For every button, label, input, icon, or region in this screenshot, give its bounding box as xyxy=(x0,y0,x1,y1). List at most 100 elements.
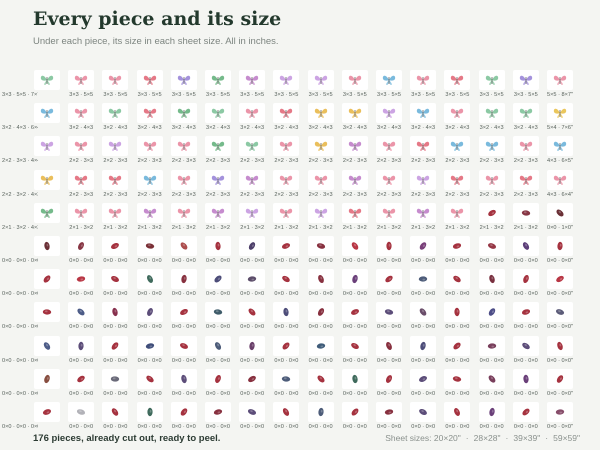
piece-size-label: 0×0 · 1×0" xyxy=(547,224,573,231)
butterfly-icon xyxy=(280,108,293,119)
piece-size-label: 0×0 · 0×0 xyxy=(274,390,299,397)
piece-thumbnail xyxy=(136,202,163,223)
piece-size-label: 2×2 · 3×3 xyxy=(342,191,367,198)
piece-size-label: 3×2 · 4×3 xyxy=(377,125,401,132)
sticker-shape-icon xyxy=(44,241,50,251)
piece-thumbnail xyxy=(512,70,539,90)
butterfly-icon xyxy=(109,75,122,85)
sticker-shape-icon xyxy=(145,375,154,383)
piece-thumbnail xyxy=(34,236,60,256)
piece-size-label: 0×0 · 0×0 xyxy=(137,357,162,364)
sticker-shape-icon xyxy=(111,243,120,249)
piece-size-label: 0×0 · 0×0 xyxy=(171,424,196,430)
piece-thumbnail xyxy=(547,335,573,356)
piece-size-label: 0×0 · 0×0 xyxy=(206,291,230,298)
sticker-shape-icon xyxy=(420,341,426,350)
piece-size-label: 2×1 · 3×2 xyxy=(377,224,401,231)
piece-size-label: 0×0 · 0×0 xyxy=(308,424,333,430)
piece-size-label: 2×1 · 3×2 xyxy=(411,224,436,231)
piece-thumbnail xyxy=(205,236,231,256)
sticker-shape-icon xyxy=(556,276,564,283)
piece-size-label: 0×0 · 0×0 xyxy=(411,324,436,331)
piece-thumbnail xyxy=(102,302,129,323)
butterfly-icon xyxy=(417,208,430,218)
piece-size-label: 0×0 · 0×0 xyxy=(171,324,196,331)
piece-thumbnail xyxy=(547,269,573,290)
piece-size-label: 2×2 · 3×3 xyxy=(137,191,162,198)
piece-size-label: 2×2 · 3×3 xyxy=(513,191,538,198)
piece-size-label: 0×0 · 0×0 xyxy=(308,324,333,331)
piece-size-label: 0×0 · 0×0 xyxy=(240,324,265,331)
sticker-shape-icon xyxy=(215,241,221,251)
piece-thumbnail xyxy=(68,402,95,422)
piece-thumbnail xyxy=(410,236,437,256)
piece-thumbnail xyxy=(444,269,471,290)
piece-size-label: 3×3 · 5×5 xyxy=(308,92,333,98)
piece-size-label: 0×0 · 0×0 xyxy=(103,324,128,331)
separator: · xyxy=(465,433,469,443)
piece-thumbnail xyxy=(512,169,539,190)
piece-thumbnail xyxy=(341,269,368,290)
piece-size-label: 2×2 · 3×3 xyxy=(206,191,230,198)
piece-thumbnail xyxy=(68,269,95,290)
piece-thumbnail xyxy=(239,302,266,323)
piece-size-label: 0×0 · 0×0 xyxy=(377,291,401,298)
piece-size-label: 0×0 · 0×0 · 0×0 xyxy=(2,258,38,264)
sticker-shape-icon xyxy=(384,309,394,316)
sticker-shape-icon xyxy=(317,407,324,417)
piece-thumbnail xyxy=(273,368,300,389)
piece-size-label: 0×0 · 0×0 xyxy=(445,357,470,364)
piece-thumbnail xyxy=(341,70,368,90)
butterfly-icon xyxy=(348,175,361,185)
piece-size-label: 0×0 · 0×0 xyxy=(240,258,265,264)
piece-thumbnail xyxy=(273,236,300,256)
butterfly-icon xyxy=(211,75,225,85)
piece-thumbnail xyxy=(205,70,231,90)
piece-size-label: 3×3 · 5×5 xyxy=(171,92,196,98)
piece-size-label: 2×1 · 3×2 xyxy=(342,224,367,231)
piece-size-label: 0×0 · 0×0 xyxy=(377,258,401,264)
piece-size-label: 0×0 · 0×0 xyxy=(445,390,470,397)
sticker-shape-icon xyxy=(180,242,188,250)
piece-thumbnail xyxy=(273,402,300,422)
piece-thumbnail xyxy=(307,236,334,256)
sticker-shape-icon xyxy=(521,210,530,216)
sticker-shape-icon xyxy=(487,209,496,216)
piece-size-label: 3×2 · 4×3 xyxy=(171,125,196,132)
piece-thumbnail xyxy=(512,202,539,223)
piece-size-label: 0×0 · 0×0 xyxy=(103,390,128,397)
piece-thumbnail xyxy=(376,302,402,323)
piece-thumbnail xyxy=(170,202,197,223)
piece-thumbnail xyxy=(376,103,402,124)
piece-size-label: 0×0 · 0×0 xyxy=(513,424,538,430)
piece-size-label: 0×0 · 0×0 xyxy=(103,357,128,364)
piece-thumbnail xyxy=(170,70,197,90)
piece-size-label: 2×1 · 3×2 xyxy=(171,224,196,231)
piece-thumbnail xyxy=(34,136,60,157)
piece-size-label: 0×0 · 0×0" xyxy=(547,258,573,264)
piece-thumbnail xyxy=(478,136,505,157)
butterfly-icon xyxy=(246,208,259,218)
sticker-shape-icon xyxy=(77,309,85,316)
piece-thumbnail xyxy=(307,302,334,323)
piece-thumbnail xyxy=(34,70,60,90)
piece-thumbnail xyxy=(341,169,368,190)
sticker-shape-icon xyxy=(418,276,428,282)
piece-size-label: 0×0 · 0×0 · 0×0 xyxy=(2,324,38,331)
piece-size-label: 2×2 · 3×3 xyxy=(103,158,128,165)
piece-thumbnail xyxy=(410,402,437,422)
sticker-shape-icon xyxy=(385,275,393,283)
piece-size-label: 0×0 · 0×0 · 0×0 xyxy=(2,291,38,298)
piece-thumbnail xyxy=(478,302,505,323)
sticker-shape-icon xyxy=(453,376,462,382)
piece-thumbnail xyxy=(512,236,539,256)
piece-thumbnail xyxy=(170,335,197,356)
piece-size-label: 2×1 · 3×2 xyxy=(274,224,299,231)
sticker-shape-icon xyxy=(146,407,153,417)
piece-thumbnail xyxy=(136,236,163,256)
piece-size-label: 0×0 · 0×0 xyxy=(103,291,128,298)
piece-size-label: 2×2 · 3×3 · 4×4 xyxy=(2,158,38,165)
piece-thumbnail xyxy=(478,169,505,190)
sticker-shape-icon xyxy=(488,275,495,284)
piece-size-label: 0×0 · 0×0 xyxy=(308,390,333,397)
